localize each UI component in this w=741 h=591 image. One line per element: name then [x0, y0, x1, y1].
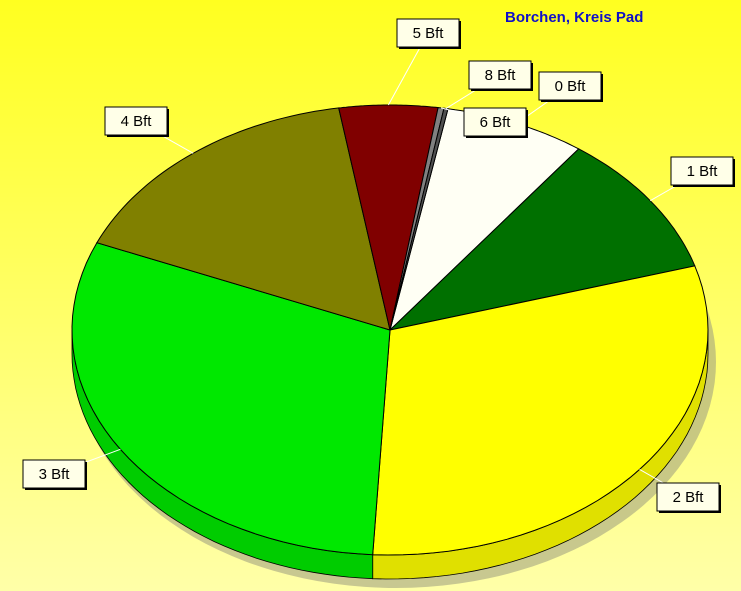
pie-slice — [71, 242, 391, 556]
labels: 0 Bft 1 Bft 2 Bft 3 Bft 4 Bft 5 Bft 6 Bft 8 Bft — [22, 18, 735, 513]
slice-label: 8 Bft — [485, 67, 517, 84]
pie — [71, 104, 709, 580]
label-box — [104, 106, 168, 136]
pie-slice — [372, 265, 709, 556]
slice-label: 0 Bft — [555, 78, 587, 95]
slice-label: 4 Bft — [121, 113, 153, 130]
slice-label: 1 Bft — [687, 163, 719, 180]
label-box — [468, 60, 532, 90]
slice-label: 6 Bft — [480, 114, 512, 131]
label-box — [538, 71, 602, 101]
pie-slice — [388, 148, 696, 331]
pie-slice — [96, 107, 391, 331]
slice-label: 3 Bft — [39, 466, 71, 483]
label-box — [656, 482, 720, 512]
label-box — [396, 18, 460, 48]
slice-label: 2 Bft — [673, 489, 705, 506]
label-box — [22, 459, 86, 489]
label-box — [463, 107, 527, 137]
slice-label: 5 Bft — [413, 25, 445, 42]
label-box — [670, 156, 734, 186]
chart-title: Borchen, Kreis Pad — [505, 9, 643, 26]
